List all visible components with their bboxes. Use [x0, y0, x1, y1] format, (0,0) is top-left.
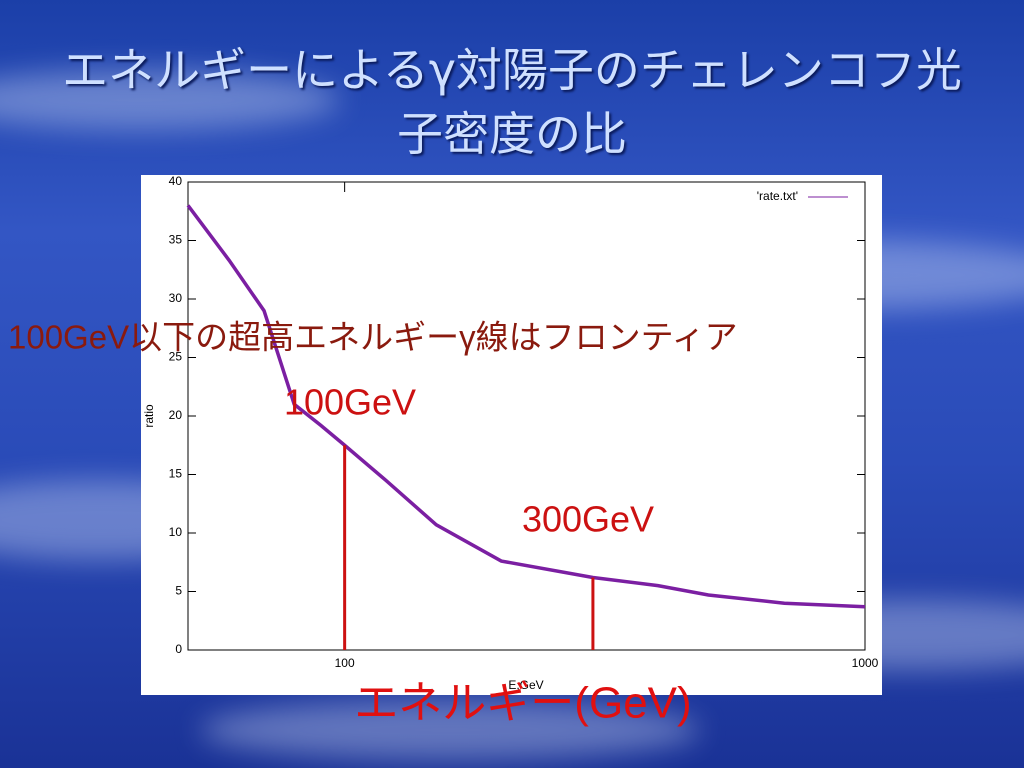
annotation: エネルギー(GeV)	[354, 679, 691, 728]
data-line	[186, 204, 866, 609]
y-tick-label: 20	[169, 408, 183, 422]
x-tick-label: 1000	[852, 656, 879, 670]
chart-background	[141, 175, 882, 695]
legend-label: 'rate.txt'	[757, 189, 798, 203]
background-cloud	[0, 70, 340, 130]
y-tick-label: 35	[169, 233, 183, 247]
y-tick-label: 25	[169, 350, 183, 364]
background-cloud	[200, 700, 700, 760]
y-tick-label: 15	[169, 467, 183, 481]
x-tick-label: 100	[335, 656, 355, 670]
x-axis-label: E,GeV	[508, 678, 543, 692]
y-tick-label: 0	[175, 642, 182, 656]
marker-label: 300GeV	[522, 499, 654, 540]
y-tick-label: 5	[175, 584, 182, 598]
marker-label: 100GeV	[284, 382, 416, 423]
annotation: 100GeV以下の超高エネルギーγ線はフロンティア	[8, 319, 738, 356]
y-axis-label: ratio	[142, 404, 156, 428]
slide-title: エネルギーによるγ対陽子のチェレンコフ光子密度の比	[62, 43, 962, 161]
y-tick-label: 10	[169, 525, 183, 539]
y-tick-label: 40	[169, 174, 183, 188]
y-tick-label: 30	[169, 291, 183, 305]
